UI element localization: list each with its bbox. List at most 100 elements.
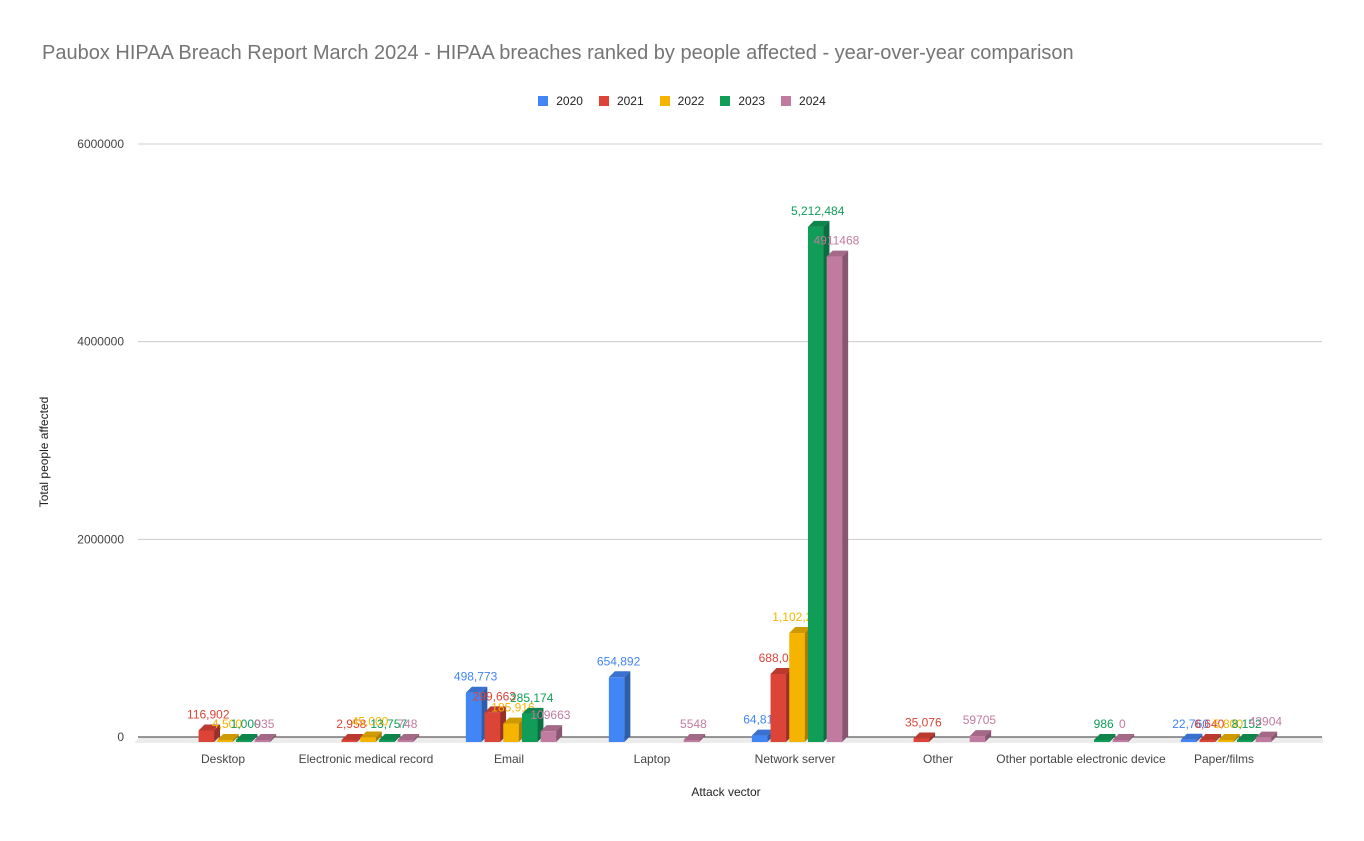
bar-top [465, 686, 488, 693]
bar-2024-6 [1112, 734, 1135, 742]
x-tick-label: Electronic medical record [299, 752, 434, 766]
legend-item-2021[interactable]: 2021 [598, 94, 644, 108]
legend-item-2020[interactable]: 2020 [538, 94, 583, 108]
legend: 2020 2021 2022 2023 2024 [0, 94, 1364, 108]
x-tick-label: Other [923, 752, 953, 766]
bar-top [608, 671, 631, 678]
bar-top [683, 734, 706, 740]
y-tick-label: 4000000 [77, 335, 124, 349]
bar-side [270, 734, 277, 742]
bar-front [807, 226, 824, 742]
bar-2024-7 [1255, 731, 1278, 742]
bar-top [235, 734, 258, 740]
bar-top [540, 725, 563, 732]
y-tick-label: 0 [117, 730, 124, 744]
bar-top [198, 724, 221, 731]
bar-front [1093, 740, 1110, 742]
x-tick-label: Laptop [634, 752, 671, 766]
bar-front [254, 740, 271, 742]
legend-item-2024[interactable]: 2024 [781, 94, 826, 108]
data-label: 299,663 [473, 689, 517, 703]
bar-side [1196, 733, 1203, 742]
bar-top [1255, 731, 1278, 738]
bar-side [1109, 734, 1116, 742]
legend-item-2022[interactable]: 2022 [659, 94, 704, 108]
bar-side [394, 734, 401, 742]
data-label: 1,000 [231, 717, 261, 731]
bar-front [969, 736, 986, 742]
bar-front [1218, 740, 1234, 742]
data-label: 185,916 [491, 701, 535, 715]
bar-top [1093, 734, 1116, 740]
bar-top [503, 717, 525, 724]
bar-side [214, 724, 221, 742]
legend-label-2021: 2021 [616, 94, 644, 108]
bar-2020-3 [608, 671, 631, 742]
data-label: 116,902 [187, 707, 230, 721]
bar-side [1128, 734, 1135, 742]
legend-label-2023: 2023 [738, 94, 766, 108]
bar-side [232, 734, 239, 742]
bar-top [789, 627, 811, 634]
bar-front [1236, 740, 1253, 742]
bar-top [341, 734, 364, 740]
data-label: 5,800 [1213, 717, 1243, 731]
bar-top [1218, 734, 1240, 740]
bar-top [913, 732, 936, 739]
bar-2022-7 [1218, 734, 1240, 742]
legend-item-2023[interactable]: 2023 [720, 94, 765, 108]
data-label: 109663 [530, 708, 570, 722]
data-label: 5548 [680, 717, 707, 731]
bar-2024-3 [683, 734, 706, 742]
x-tick-label: Desktop [201, 752, 245, 766]
bar-top [484, 706, 507, 713]
bar-front [751, 735, 768, 742]
bar-top [1236, 734, 1259, 740]
data-label: 8,152 [1232, 717, 1262, 731]
bar-front [608, 677, 625, 742]
x-axis-title: Attack vector [691, 785, 761, 799]
bar-side [699, 734, 706, 742]
bar-top [217, 734, 239, 740]
bar-side [985, 730, 992, 742]
x-tick-label: Paper/films [1194, 752, 1254, 766]
data-label: 59705 [963, 713, 997, 727]
data-label: 5,212,484 [791, 204, 845, 218]
data-label: 45,000 [352, 715, 389, 729]
bar-2024-2 [540, 725, 563, 742]
bar-side [1215, 734, 1222, 742]
bar-front [397, 740, 414, 742]
bar-side [375, 731, 382, 742]
bar-2024-0 [254, 734, 277, 742]
bar-2023-7 [1236, 734, 1259, 742]
bar-front [360, 737, 376, 742]
legend-swatch-2021 [598, 96, 609, 106]
bar-2023-0 [235, 734, 258, 742]
bar-side [1271, 731, 1278, 742]
data-label: 6,640 [1194, 717, 1224, 731]
bar-front [1199, 740, 1216, 742]
chart-floor [134, 737, 1323, 743]
bar-front [683, 740, 700, 742]
bar-top [1112, 734, 1135, 740]
bar-top [770, 667, 793, 674]
bar-2021-0 [198, 724, 221, 742]
bar-front [913, 738, 930, 742]
y-tick-label: 2000000 [77, 532, 124, 546]
bar-front [378, 740, 395, 742]
data-label: 43904 [1249, 715, 1283, 729]
data-label: 498,773 [454, 670, 498, 684]
bar-2022-2 [503, 717, 525, 742]
bar-side [1233, 734, 1240, 742]
bar-2023-1 [378, 734, 401, 742]
bar-side [251, 734, 258, 742]
bar-top [807, 220, 830, 227]
bar-2022-4 [789, 627, 811, 742]
bar-front [198, 730, 215, 742]
bar-side [842, 250, 849, 742]
data-label: 2,958 [336, 717, 366, 731]
bar-2023-4 [807, 220, 830, 742]
y-tick-label: 6000000 [77, 137, 124, 151]
bar-side [357, 734, 364, 742]
